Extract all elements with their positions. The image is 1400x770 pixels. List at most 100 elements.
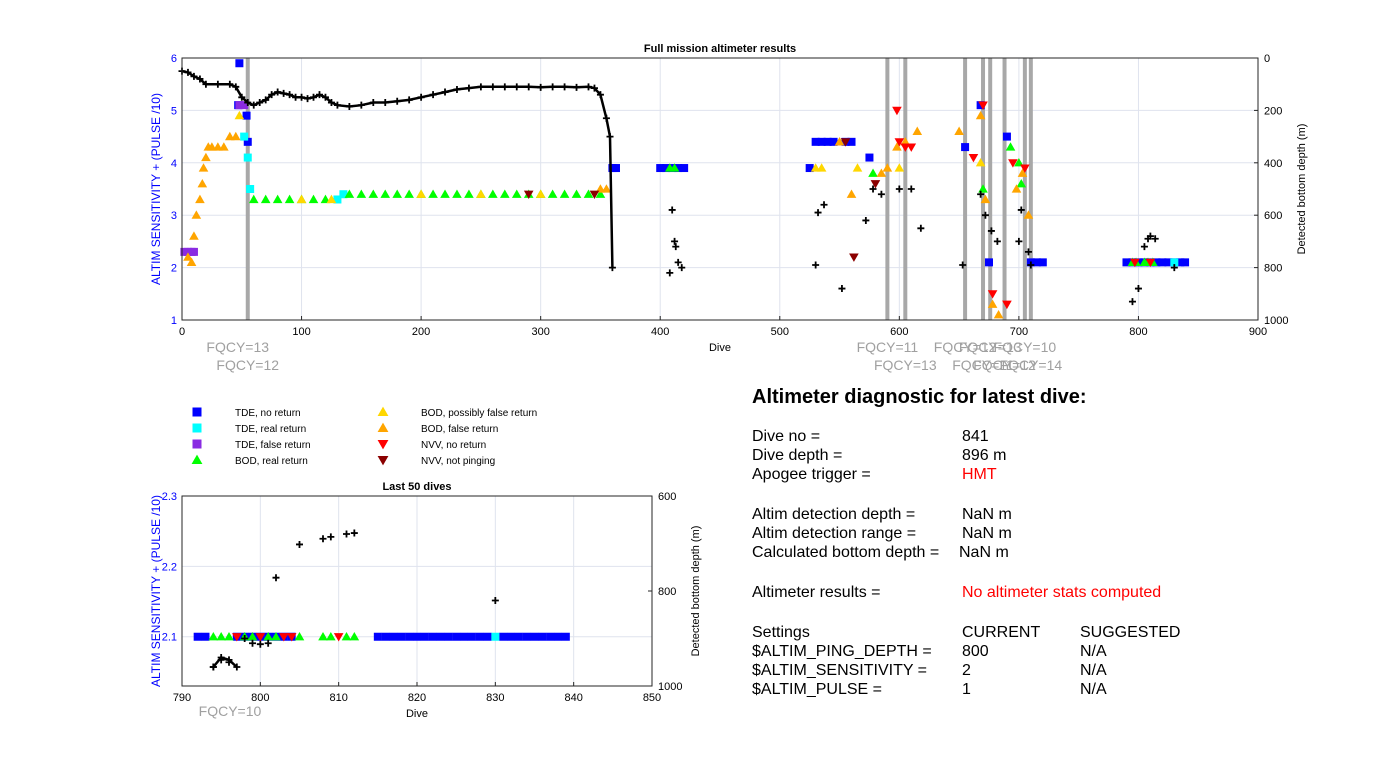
bottom-depth-point (537, 83, 545, 91)
data-point (235, 59, 244, 68)
legend-item: NVV, no return (377, 439, 486, 451)
legend-label: BOD, false return (421, 424, 498, 435)
data-point (1023, 210, 1034, 219)
data-point (611, 164, 620, 173)
data-point (243, 153, 252, 162)
fqcy-change-bar (1022, 58, 1027, 320)
data-point (189, 247, 198, 256)
data-point (319, 535, 327, 543)
y-axis-label: ALTIM SENSITIVITY + (PULSE /10) (149, 495, 163, 687)
fqcy-label: FQCY=10 (199, 703, 262, 719)
data-point (975, 158, 986, 167)
x-tick-label: 100 (292, 326, 310, 338)
data-point (1158, 258, 1167, 267)
bottom-depth-point (232, 83, 240, 91)
data-point (216, 631, 226, 641)
y2-tick-label: 0 (1264, 53, 1270, 65)
data-point (917, 224, 925, 232)
fqcy-label: FQCY=13 (959, 339, 1022, 355)
data-point (1027, 261, 1035, 269)
current-label: CURRENT (962, 624, 1041, 641)
data-point (656, 164, 665, 173)
y2-tick-label: 800 (658, 586, 676, 598)
x-tick-label: 900 (1249, 326, 1267, 338)
bottom-depth-point (525, 83, 533, 91)
data-point (264, 639, 272, 647)
bottom-depth-point (238, 93, 246, 101)
data-point (672, 243, 680, 251)
data-point (341, 631, 352, 641)
y2-tick-label: 600 (658, 491, 676, 503)
legend-label: TDE, no return (235, 408, 301, 419)
bottom-depth-point (501, 83, 509, 91)
dive-no-label: Dive no = (752, 428, 821, 445)
data-point (877, 190, 885, 198)
fqcy-label: FQCY=10 (994, 339, 1057, 355)
data-point (978, 184, 988, 193)
x-tick-label: 300 (531, 326, 549, 338)
fqcy-label: FQCY=12 (216, 357, 279, 373)
bottom-depth-point (590, 84, 598, 92)
data-point (894, 163, 905, 172)
data-point (985, 258, 993, 267)
data-point (838, 285, 846, 293)
dive-depth-label: Dive depth = (752, 447, 843, 464)
fqcy-change-bar (1002, 58, 1007, 320)
fqcy-change-bar (885, 58, 890, 320)
data-point (507, 632, 515, 641)
bottom-depth-point (369, 99, 377, 107)
legend-marker (192, 439, 202, 449)
data-point (1016, 178, 1027, 188)
bottom-depth-point (233, 663, 241, 671)
data-point (189, 231, 199, 240)
data-point (535, 189, 546, 198)
data-point (294, 631, 305, 641)
legend-item: TDE, false return (192, 439, 311, 451)
legend-label: NVV, not pinging (421, 456, 495, 467)
data-point (201, 632, 210, 641)
y2-tick-label: 600 (1264, 210, 1282, 222)
data-point (1005, 142, 1016, 151)
fqcy-label: FQCY=12 (973, 357, 1036, 373)
data-point (349, 631, 360, 641)
data-point (840, 138, 851, 147)
legend-item: BOD, false return (377, 422, 498, 435)
data-point (895, 185, 903, 193)
data-point (530, 632, 539, 641)
data-point (428, 632, 437, 641)
data-point (1122, 258, 1131, 267)
bottom-depth-point (405, 96, 413, 104)
data-point (907, 185, 915, 193)
data-point (326, 194, 337, 204)
data-point (869, 185, 877, 193)
dive-no-value: 841 (962, 428, 989, 445)
data-point (440, 189, 450, 198)
data-point (452, 632, 461, 641)
data-point (812, 261, 820, 269)
data-point (862, 216, 870, 224)
data-point (522, 632, 531, 641)
data-point (256, 640, 264, 648)
bottom-depth-point (584, 83, 592, 91)
x-tick-label: 840 (564, 692, 582, 704)
data-point (852, 163, 863, 172)
data-point (1130, 258, 1140, 268)
bottom-depth-point (441, 88, 449, 96)
data-point (368, 189, 379, 198)
data-point (805, 164, 814, 173)
y2-tick-label: 200 (1264, 105, 1282, 117)
data-point (977, 190, 985, 198)
data-point (343, 530, 350, 538)
bottom-depth-point (596, 91, 604, 99)
data-point (350, 529, 358, 537)
setting-suggested: N/A (1080, 681, 1107, 698)
series-tde-real-return (491, 632, 500, 641)
series-tde-false-return (180, 101, 249, 256)
data-point (849, 253, 859, 262)
setting-name: $ALTIM_PULSE = (752, 681, 882, 698)
fqcy-label: FQCY=13 (874, 357, 937, 373)
setting-current: 2 (962, 662, 971, 679)
y2-axis-label: Detected bottom depth (m) (690, 526, 702, 657)
data-point (981, 211, 989, 219)
